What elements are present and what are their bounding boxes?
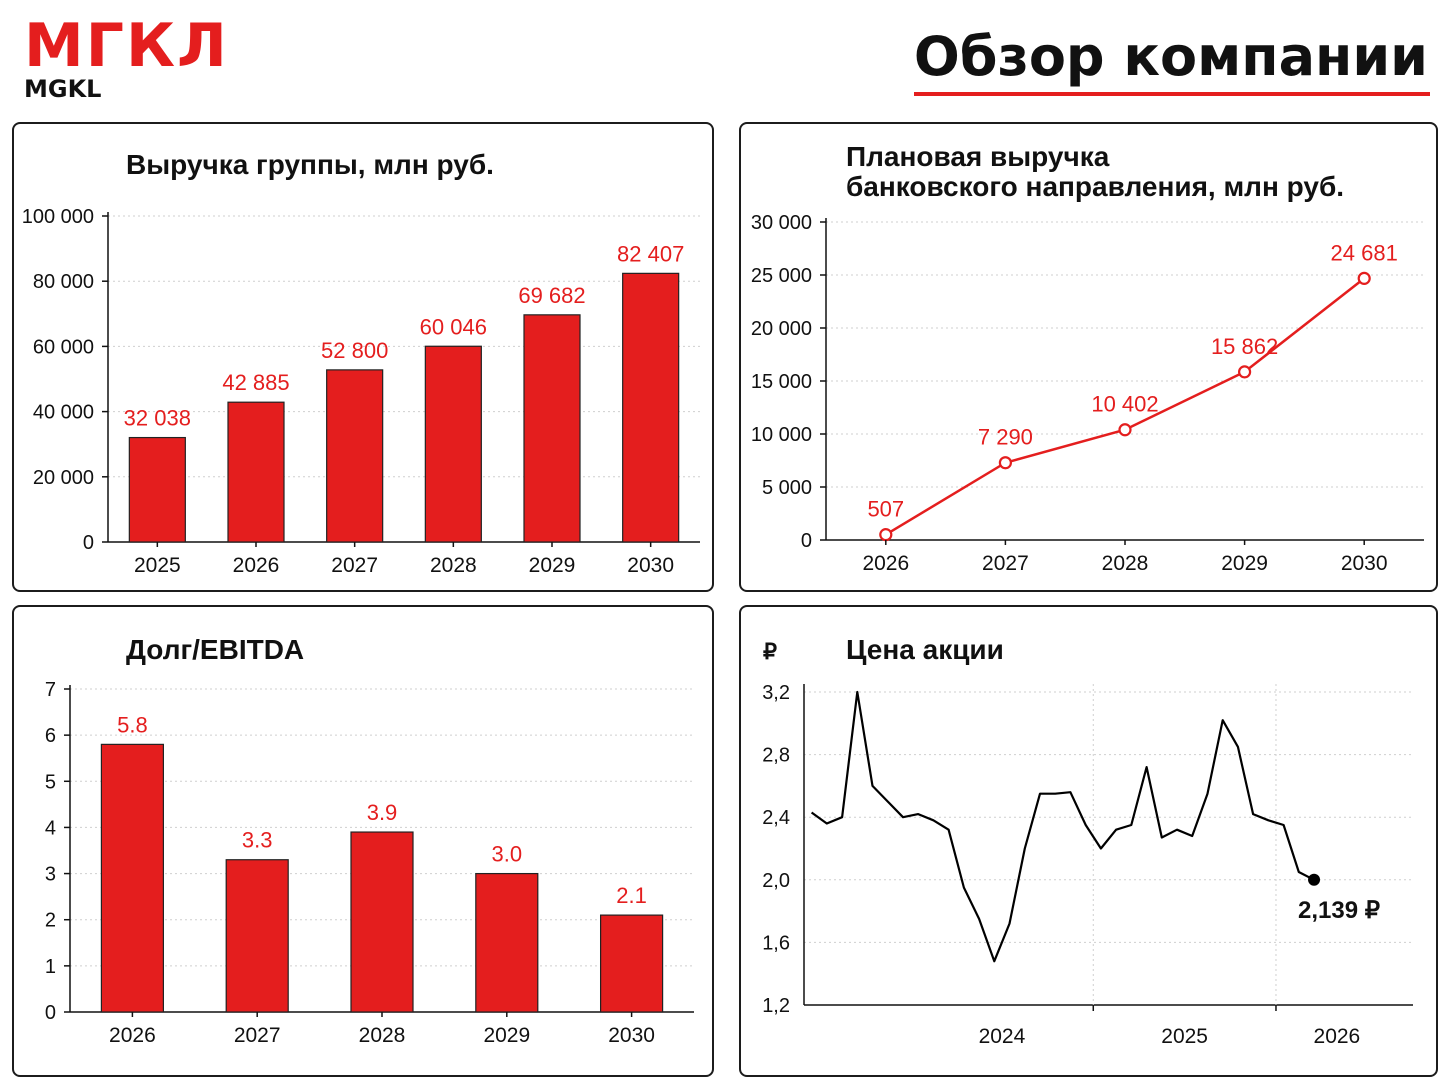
bank-revenue-point [1238, 365, 1252, 379]
logo-ticker: MGKL [24, 75, 102, 103]
debt-ebitda-value-label: 3.3 [242, 828, 273, 853]
price-ytick-label: 3,2 [762, 682, 790, 704]
bank-revenue-xtick-label: 2030 [1341, 552, 1388, 575]
revenue-value-label: 52 800 [321, 338, 388, 363]
debt-ebitda-xtick-label: 2030 [608, 1024, 655, 1047]
revenue-xtick-label: 2028 [430, 554, 477, 577]
bank-revenue-value-label: 15 862 [1211, 334, 1278, 359]
price-xtick-label: 2025 [1161, 1025, 1208, 1048]
revenue-xtick-label: 2025 [134, 554, 181, 577]
price-last-value-label: 2,139 ₽ [1298, 897, 1380, 924]
debt-ebitda-bar [225, 859, 289, 1013]
bank-revenue-point [1357, 271, 1371, 285]
revenue-bar [622, 272, 680, 543]
bank-revenue-line-chart: 0 5 000 10 000 15 000 20 000 25 000 30 000 507 2… [751, 212, 1424, 575]
revenue-value-label: 60 046 [420, 314, 487, 339]
price-last-point [1308, 873, 1321, 886]
debt-ebitda-ytick-label: 0 [45, 1002, 56, 1024]
bank-revenue-value-label: 24 681 [1331, 240, 1398, 265]
revenue-xtick-label: 2030 [627, 554, 674, 577]
revenue-ytick-label: 20 000 [33, 467, 94, 489]
bank-revenue-value-label: 507 [867, 497, 904, 522]
debt-ebitda-xtick-label: 2028 [359, 1024, 406, 1047]
revenue-xtick-label: 2027 [331, 554, 378, 577]
revenue-bar-chart: 0 20 000 40 000 60 000 80 000 100 000 32 038 20… [22, 206, 700, 577]
share-price-chart-panel: Цена акции ₽1,2 1,6 2,0 2,4 2,8 3,2 2024 2025 20… [739, 605, 1438, 1077]
price-ytick-label: 2,0 [762, 870, 790, 892]
debt-ebitda-xtick-label: 2027 [234, 1024, 281, 1047]
price-ylabel: ₽ [763, 639, 777, 664]
debt-ebitda-xtick-label: 2026 [109, 1024, 156, 1047]
revenue-value-label: 69 682 [518, 283, 585, 308]
debt-ebitda-bar-chart: 0 1 2 3 4 5 6 7 5.8 2026 3.3 2027 3.9 2028 3.0 2029 2.1 2… [45, 679, 694, 1047]
bank-revenue-ytick-label: 30 000 [751, 212, 812, 234]
debt-ebitda-bar [475, 872, 539, 1013]
revenue-value-label: 82 407 [617, 241, 684, 266]
bank-revenue-xtick-label: 2029 [1221, 552, 1268, 575]
bank-revenue-chart-panel: Плановая выручка банковского направления… [739, 122, 1438, 592]
price-ytick-label: 2,4 [762, 807, 790, 829]
bank-revenue-chart-title: Плановая выручка банковского направления… [846, 141, 1345, 202]
revenue-bar [128, 436, 186, 543]
bank-revenue-xtick-label: 2028 [1102, 552, 1149, 575]
price-price-line [810, 690, 1315, 963]
debt-ebitda-value-label: 3.9 [367, 800, 398, 825]
debt-ebitda-ytick-label: 6 [45, 725, 56, 747]
bank-revenue-value-label: 7 290 [978, 425, 1033, 450]
debt-ebitda-bar [599, 914, 664, 1013]
bank-revenue-point [998, 456, 1012, 470]
page-title: Обзор компании [913, 26, 1430, 96]
debt-ebitda-ytick-label: 4 [45, 817, 56, 839]
bank-revenue-ytick-label: 25 000 [751, 265, 812, 287]
price-ytick-label: 1,2 [762, 995, 790, 1017]
bank-revenue-point [879, 528, 893, 542]
debt-ebitda-xtick-label: 2029 [483, 1024, 530, 1047]
bank-revenue-ytick-label: 20 000 [751, 318, 812, 340]
revenue-value-label: 32 038 [124, 406, 191, 431]
price-ytick-label: 2,8 [762, 745, 790, 767]
revenue-xtick-label: 2026 [233, 554, 280, 577]
debt-ebitda-ytick-label: 1 [45, 956, 56, 978]
debt-ebitda-chart-title: Долг/EBITDA [126, 634, 305, 665]
debt-ebitda-ytick-label: 3 [45, 864, 56, 886]
debt-ebitda-chart-panel: Долг/EBITDA 0 1 2 3 4 5 6 7 5.8 2026 3.3 2027 3.9 202… [12, 605, 714, 1077]
price-ytick-label: 1,6 [762, 932, 790, 954]
revenue-ytick-label: 0 [83, 532, 94, 554]
bank-revenue-point [1118, 423, 1132, 437]
debt-ebitda-ytick-label: 2 [45, 910, 56, 932]
company-logo: МГКЛ MGKL [24, 14, 229, 102]
logo-main-text: МГКЛ [24, 11, 229, 81]
debt-ebitda-bar [100, 743, 165, 1013]
revenue-bar [523, 314, 581, 543]
debt-ebitda-bar [350, 831, 414, 1013]
share-price-line-chart: ₽1,2 1,6 2,0 2,4 2,8 3,2 2024 2025 2026 2,139 ₽ [762, 639, 1413, 1048]
debt-ebitda-value-label: 3.0 [492, 842, 523, 867]
revenue-bar [424, 345, 482, 543]
debt-ebitda-value-label: 2.1 [616, 883, 647, 908]
revenue-value-label: 42 885 [222, 370, 289, 395]
bank-revenue-xtick-label: 2026 [862, 552, 909, 575]
revenue-bar [227, 401, 285, 543]
revenue-ytick-label: 100 000 [22, 206, 94, 228]
bank-revenue-value-label: 10 402 [1091, 392, 1158, 417]
bank-revenue-xtick-label: 2027 [982, 552, 1029, 575]
debt-ebitda-ytick-label: 5 [45, 771, 56, 793]
bank-revenue-ytick-label: 5 000 [762, 477, 812, 499]
revenue-ytick-label: 40 000 [33, 402, 94, 424]
revenue-ytick-label: 60 000 [33, 336, 94, 358]
price-xtick-label: 2026 [1314, 1025, 1361, 1048]
debt-ebitda-value-label: 5.8 [117, 712, 148, 737]
price-xtick-label: 2024 [979, 1025, 1026, 1048]
bank-revenue-ytick-label: 0 [801, 530, 812, 552]
bank-revenue-ytick-label: 15 000 [751, 371, 812, 393]
revenue-bar [326, 369, 384, 543]
revenue-chart-title: Выручка группы, млн руб. [126, 149, 494, 180]
revenue-chart-panel: Выручка группы, млн руб. 0 20 000 40 000 60… [12, 122, 714, 592]
revenue-xtick-label: 2029 [529, 554, 576, 577]
revenue-ytick-label: 80 000 [33, 271, 94, 293]
debt-ebitda-ytick-label: 7 [45, 679, 56, 701]
share-price-chart-title: Цена акции [846, 634, 1004, 665]
bank-revenue-ytick-label: 10 000 [751, 424, 812, 446]
